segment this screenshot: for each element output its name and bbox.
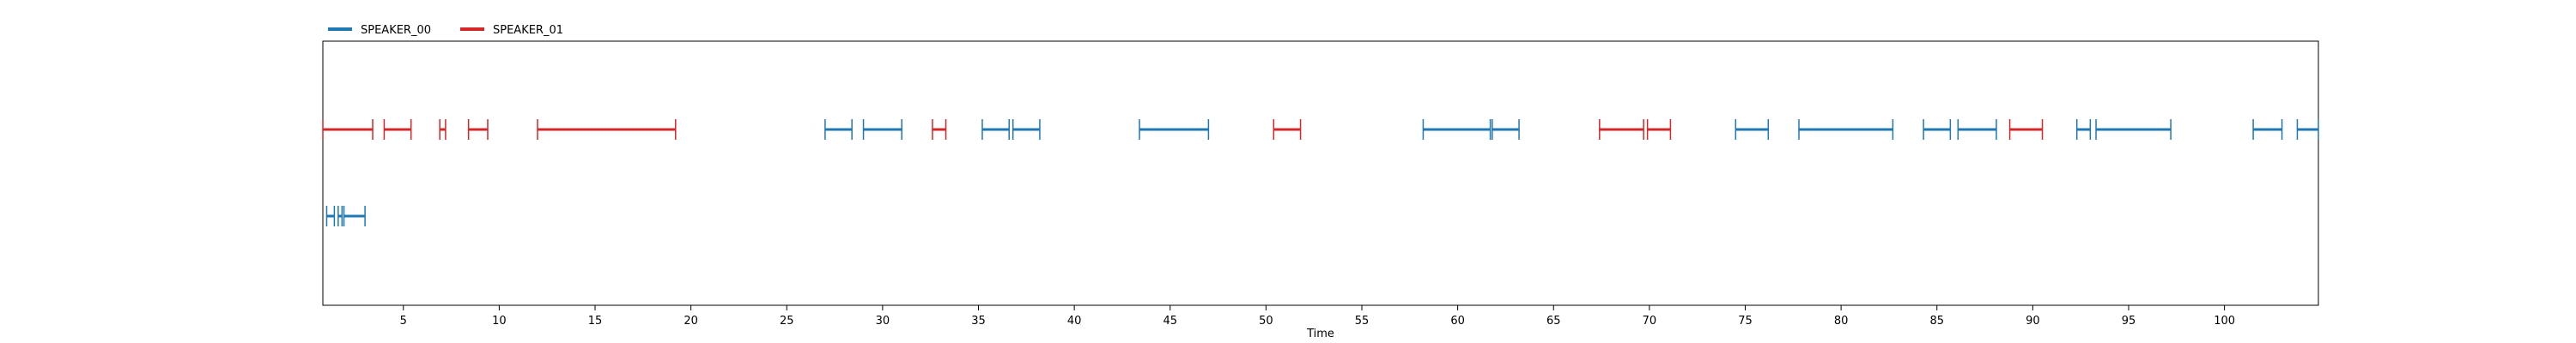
- x-axis-label: Time: [1306, 328, 1334, 340]
- x-tick-label: 60: [1450, 315, 1465, 328]
- segment-speaker_00-5: [1422, 119, 1492, 140]
- x-tick-label: 20: [683, 315, 698, 328]
- segment-speaker_00-0: [824, 119, 853, 140]
- segment-speaker_00-6: [1492, 119, 1520, 140]
- x-tick-label: 10: [492, 315, 507, 328]
- x-tick-label: 40: [1067, 315, 1082, 328]
- segment-speaker_00-7: [1735, 119, 1770, 140]
- segment-speaker_00-1: [862, 119, 902, 140]
- segment-speaker_01-1: [383, 119, 412, 140]
- legend-item-speaker_01: SPEAKER_01: [460, 24, 563, 37]
- x-tick-label: 85: [1929, 315, 1944, 328]
- segment-unlabeled-1: [337, 206, 343, 226]
- segment-speaker_00-8: [1798, 119, 1894, 140]
- segment-speaker_00-9: [1923, 119, 1952, 140]
- x-tick-label: 15: [588, 315, 603, 328]
- segment-speaker_00-4: [1139, 119, 1210, 140]
- segment-speaker_00-10: [1957, 119, 1997, 140]
- segment-unlabeled-2: [343, 206, 366, 226]
- x-tick-label: 25: [780, 315, 794, 328]
- legend-label: SPEAKER_00: [361, 24, 431, 37]
- x-tick-label: 95: [2122, 315, 2136, 328]
- segment-speaker_01-0: [322, 119, 374, 140]
- segment-speaker_01-8: [1646, 119, 1672, 140]
- legend-label: SPEAKER_01: [493, 24, 563, 37]
- segment-speaker_00-12: [2095, 119, 2172, 140]
- plot-area: [322, 40, 2319, 306]
- x-tick-label: 90: [2026, 315, 2040, 328]
- x-tick-label: 75: [1738, 315, 1753, 328]
- segment-speaker_00-13: [2252, 119, 2283, 140]
- x-tick-label: 30: [876, 315, 890, 328]
- segment-speaker_01-4: [537, 119, 677, 140]
- segment-speaker_01-3: [467, 119, 489, 140]
- x-tick-label: 5: [400, 315, 407, 328]
- segment-speaker_00-3: [1012, 119, 1041, 140]
- segment-speaker_00-11: [2075, 119, 2092, 140]
- segment-unlabeled-0: [325, 206, 336, 226]
- segment-speaker_01-2: [439, 119, 447, 140]
- segment-speaker_00-14: [2296, 119, 2319, 140]
- segment-speaker_01-9: [2008, 119, 2044, 140]
- x-tick-label: 35: [971, 315, 986, 328]
- x-axis: 5 10 15 20 25 30 35 40 45 50 55 60 65 70 75 80 85 90 95 100: [400, 305, 2235, 328]
- plot-frame: [322, 40, 2319, 306]
- x-tick-label: 55: [1355, 315, 1370, 328]
- segment-speaker_01-7: [1599, 119, 1644, 140]
- legend: SPEAKER_00 SPEAKER_01: [328, 24, 563, 37]
- x-tick-label: 65: [1546, 315, 1561, 328]
- legend-item-speaker_00: SPEAKER_00: [328, 24, 431, 37]
- x-tick-label: 50: [1259, 315, 1273, 328]
- x-tick-label: 70: [1643, 315, 1657, 328]
- segment-speaker_01-6: [1273, 119, 1302, 140]
- segment-speaker_00-2: [981, 119, 1010, 140]
- x-tick-label: 45: [1163, 315, 1177, 328]
- x-tick-label: 80: [1834, 315, 1849, 328]
- x-tick-label: 100: [2214, 315, 2235, 328]
- segment-speaker_01-5: [932, 119, 947, 140]
